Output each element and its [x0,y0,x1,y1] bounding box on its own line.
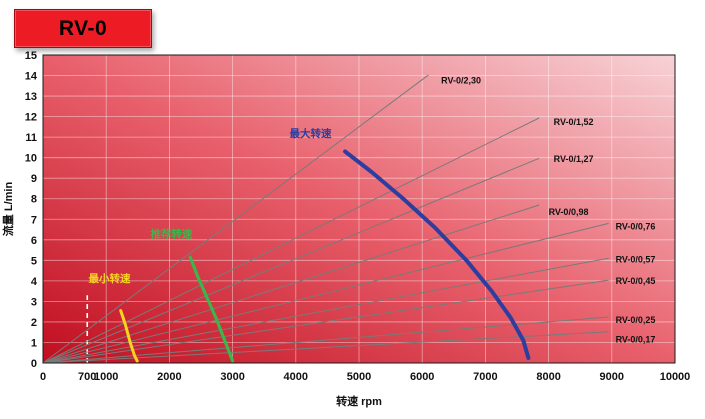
displacement-line-label-3: RV-0/0,98 [549,207,589,217]
model-badge-label: RV-0 [58,16,108,40]
x-tick-label: 7000 [473,371,497,383]
displacement-line-label-5: RV-0/0,57 [616,254,656,264]
x-tick-label: 2000 [157,371,181,383]
y-tick-label: 1 [31,337,37,349]
displacement-line-3 [42,204,540,364]
displacement-line-label-0: RV-0/2,30 [441,76,481,86]
x-tick-label: 4000 [284,371,308,383]
plot-border [42,54,676,364]
max-speed-curve-label: 最大转速 [289,127,331,140]
displacement-line-label-6: RV-0/0,45 [616,276,656,286]
model-badge: RV-0 [14,9,152,48]
y-tick-label: 3 [31,296,37,308]
displacement-line-label-7: RV-0/0,25 [616,315,656,325]
y-tick-label: 0 [31,358,37,370]
min-speed-curve-label: 最小转速 [89,272,131,285]
x-tick-label: 6000 [410,371,434,383]
y-tick-label: 13 [25,91,37,103]
displacement-line-4 [42,222,609,364]
recommended-speed-curve [188,255,235,363]
y-tick-label: 10 [25,153,37,165]
x-tick-label: 700 [78,371,96,383]
displacement-line-label-4: RV-0/0,76 [616,222,656,232]
y-tick-label: 8 [31,194,37,206]
x-tick-label: 8000 [536,371,560,383]
recommended-speed-curve-label: 推荐转速 [150,228,192,241]
x-tick-label: 9000 [600,371,624,383]
y-tick-label: 4 [31,276,38,288]
x-tick-label: 5000 [347,371,371,383]
min-speed-curve [119,309,139,363]
y-tick-label: 7 [31,214,37,226]
displacement-line-label-2: RV-0/1,27 [554,154,594,164]
x-tick-label: 3000 [220,371,244,383]
x-tick-label: 10000 [660,371,691,383]
y-tick-label: 5 [31,255,37,267]
x-axis-title: 转速 rpm [336,394,382,408]
y-axis-title: 流量 L/min [1,182,15,237]
y-tick-label: 2 [31,317,37,329]
y-tick-label: 12 [25,112,37,124]
y-tick-label: 15 [25,50,37,62]
max-speed-curve [343,149,531,360]
displacement-line-label-8: RV-0/0,17 [616,334,656,344]
y-tick-label: 14 [25,71,38,83]
displacement-line-0 [42,74,429,364]
y-tick-label: 11 [25,132,37,144]
x-tick-label: 1000 [94,371,118,383]
x-tick-label: 0 [40,371,46,383]
y-tick-label: 9 [31,173,37,185]
displacement-line-6 [42,279,609,364]
displacement-line-label-1: RV-0/1,52 [554,117,594,127]
y-tick-label: 6 [31,235,37,247]
displacement-line-5 [42,257,609,364]
